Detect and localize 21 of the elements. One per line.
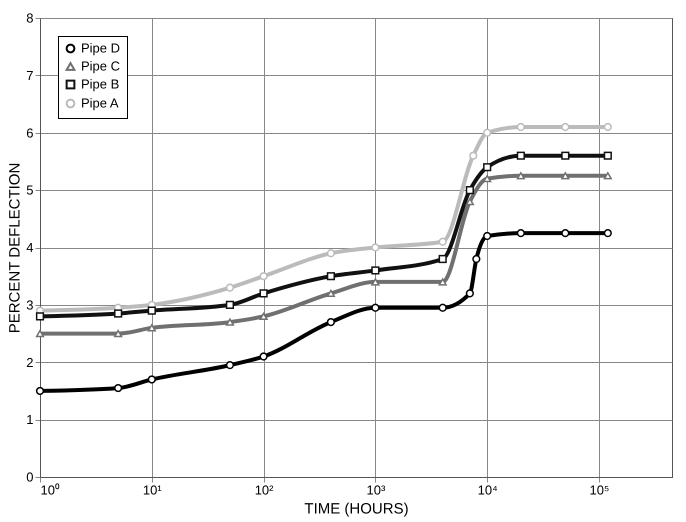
y-tick-label: 2 — [26, 354, 34, 370]
y-tick-label: 0 — [26, 470, 34, 484]
y-tick-label: 3 — [26, 297, 34, 312]
legend-label: Pipe A — [81, 96, 119, 110]
x-tick-label: 10⁴ — [478, 482, 498, 498]
y-tick-label: 8 — [26, 10, 34, 26]
x-tick-label: 10² — [254, 482, 274, 498]
x-tick-label: 10⁰ — [40, 482, 60, 498]
y-axis-title: PERCENT DEFLECTION — [6, 162, 24, 334]
legend-label: Pipe C — [81, 58, 120, 74]
x-tick-label: 10⁵ — [590, 482, 610, 498]
legend-label: Pipe B — [81, 76, 120, 92]
y-tick-label: 5 — [26, 182, 34, 198]
y-tick-label: 1 — [26, 412, 34, 428]
legend-label: Pipe D — [81, 40, 120, 56]
y-tick-label: 6 — [26, 125, 34, 140]
y-tick-label: 4 — [26, 240, 34, 255]
x-tick-label: 10³ — [366, 482, 386, 498]
y-tick-label: 7 — [26, 68, 34, 83]
x-tick-label: 10¹ — [142, 482, 162, 498]
x-axis-title: TIME (HOURS) — [304, 500, 409, 518]
